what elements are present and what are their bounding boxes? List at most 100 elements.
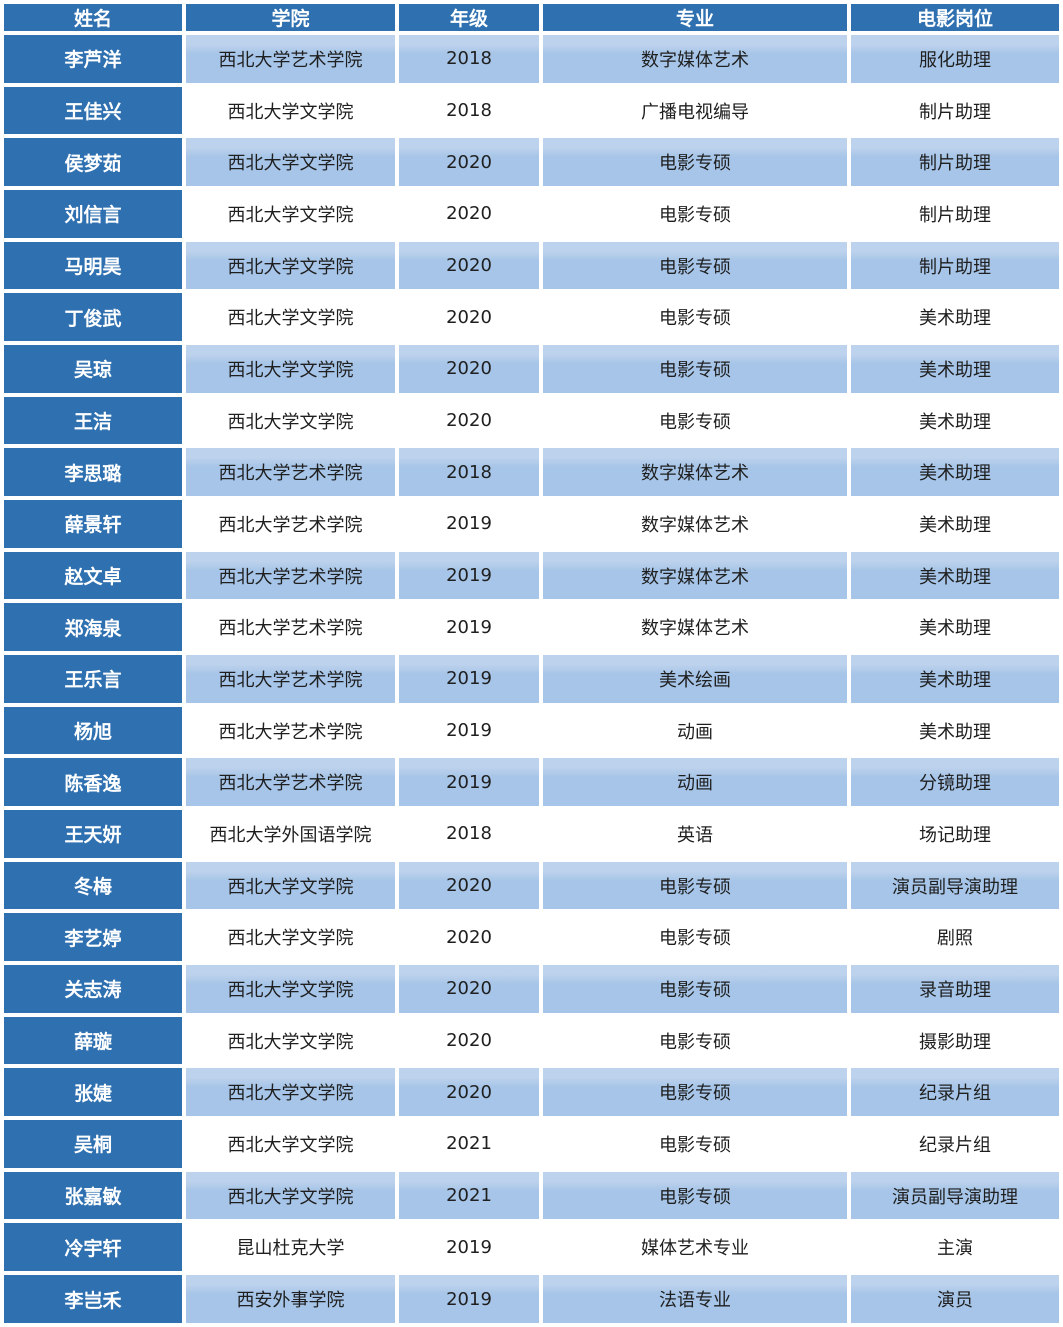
student-name-cell: 刘信言 — [4, 190, 182, 238]
film-position-cell: 纪录片组 — [851, 1120, 1059, 1168]
college-cell: 西北大学艺术学院 — [186, 758, 395, 807]
film-position-cell: 场记助理 — [851, 810, 1059, 858]
grade-cell: 2018 — [399, 35, 539, 83]
table-row: 冷宇轩 昆山杜克大学 2019 媒体艺术专业 主演 — [4, 1223, 1059, 1272]
table-row: 丁俊武 西北大学文学院 2020 电影专硕 美术助理 — [4, 293, 1059, 342]
grade-cell: 2020 — [399, 965, 539, 1013]
students-table-body: 李芦洋 西北大学艺术学院 2018 数字媒体艺术 服化助理 王佳兴 西北大学文学院 2018 广… — [4, 35, 1059, 1323]
major-cell: 电影专硕 — [543, 345, 847, 393]
grade-cell: 2020 — [399, 345, 539, 393]
table-row: 王佳兴 西北大学文学院 2018 广播电视编导 制片助理 — [4, 86, 1059, 135]
film-position-cell: 服化助理 — [851, 35, 1059, 83]
grade-cell: 2020 — [399, 138, 539, 187]
college-cell: 西北大学文学院 — [186, 1016, 395, 1065]
grade-cell: 2020 — [399, 913, 539, 962]
major-cell: 数字媒体艺术 — [543, 448, 847, 497]
grade-cell: 2020 — [399, 861, 539, 910]
college-cell: 昆山杜克大学 — [186, 1223, 395, 1272]
student-name-cell: 冷宇轩 — [4, 1223, 182, 1272]
college-cell: 西北大学文学院 — [186, 345, 395, 393]
film-position-cell: 纪录片组 — [851, 1068, 1059, 1117]
film-position-cell: 录音助理 — [851, 965, 1059, 1013]
grade-cell: 2020 — [399, 293, 539, 342]
col-header-major: 专业 — [543, 4, 847, 31]
college-cell: 西北大学艺术学院 — [186, 603, 395, 652]
table-row: 冬梅 西北大学文学院 2020 电影专硕 演员副导演助理 — [4, 861, 1059, 910]
major-cell: 电影专硕 — [543, 190, 847, 238]
table-row: 李思璐 西北大学艺术学院 2018 数字媒体艺术 美术助理 — [4, 448, 1059, 497]
major-cell: 媒体艺术专业 — [543, 1223, 847, 1272]
major-cell: 电影专硕 — [543, 965, 847, 1013]
college-cell: 西北大学文学院 — [186, 913, 395, 962]
table-row: 关志涛 西北大学文学院 2020 电影专硕 录音助理 — [4, 965, 1059, 1013]
table-row: 薛璇 西北大学文学院 2020 电影专硕 摄影助理 — [4, 1016, 1059, 1065]
film-position-cell: 美术助理 — [851, 655, 1059, 703]
table-row: 王天妍 西北大学外国语学院 2018 英语 场记助理 — [4, 810, 1059, 858]
film-position-cell: 制片助理 — [851, 241, 1059, 290]
grade-cell: 2021 — [399, 1120, 539, 1168]
major-cell: 动画 — [543, 706, 847, 755]
grade-cell: 2020 — [399, 1016, 539, 1065]
grade-cell: 2019 — [399, 1223, 539, 1272]
film-position-cell: 摄影助理 — [851, 1016, 1059, 1065]
table-row: 张嘉敏 西北大学文学院 2021 电影专硕 演员副导演助理 — [4, 1171, 1059, 1220]
major-cell: 电影专硕 — [543, 1016, 847, 1065]
major-cell: 电影专硕 — [543, 1068, 847, 1117]
college-cell: 西北大学文学院 — [186, 138, 395, 187]
major-cell: 电影专硕 — [543, 396, 847, 445]
student-name-cell: 郑海泉 — [4, 603, 182, 652]
major-cell: 英语 — [543, 810, 847, 858]
student-name-cell: 薛景轩 — [4, 500, 182, 548]
student-name-cell: 杨旭 — [4, 706, 182, 755]
film-position-cell: 美术助理 — [851, 500, 1059, 548]
table-row: 张婕 西北大学文学院 2020 电影专硕 纪录片组 — [4, 1068, 1059, 1117]
grade-cell: 2019 — [399, 758, 539, 807]
film-position-cell: 制片助理 — [851, 190, 1059, 238]
student-name-cell: 王乐言 — [4, 655, 182, 703]
grade-cell: 2019 — [399, 500, 539, 548]
film-position-cell: 美术助理 — [851, 293, 1059, 342]
college-cell: 西北大学文学院 — [186, 861, 395, 910]
student-name-cell: 李芦洋 — [4, 35, 182, 83]
college-cell: 西北大学艺术学院 — [186, 448, 395, 497]
table-row: 李艺婷 西北大学文学院 2020 电影专硕 剧照 — [4, 913, 1059, 962]
college-cell: 西北大学艺术学院 — [186, 500, 395, 548]
col-header-position: 电影岗位 — [851, 4, 1059, 31]
grade-cell: 2018 — [399, 86, 539, 135]
major-cell: 电影专硕 — [543, 913, 847, 962]
film-position-cell: 美术助理 — [851, 603, 1059, 652]
major-cell: 电影专硕 — [543, 293, 847, 342]
college-cell: 西北大学文学院 — [186, 293, 395, 342]
college-cell: 西北大学艺术学院 — [186, 551, 395, 600]
table-row: 侯梦茹 西北大学文学院 2020 电影专硕 制片助理 — [4, 138, 1059, 187]
header-row: 姓名 学院 年级 专业 电影岗位 — [4, 4, 1059, 31]
film-position-cell: 美术助理 — [851, 706, 1059, 755]
college-cell: 西北大学艺术学院 — [186, 35, 395, 83]
major-cell: 动画 — [543, 758, 847, 807]
college-cell: 西安外事学院 — [186, 1275, 395, 1323]
major-cell: 法语专业 — [543, 1275, 847, 1323]
student-name-cell: 张嘉敏 — [4, 1171, 182, 1220]
table-row: 王洁 西北大学文学院 2020 电影专硕 美术助理 — [4, 396, 1059, 445]
major-cell: 电影专硕 — [543, 241, 847, 290]
table-row: 薛景轩 西北大学艺术学院 2019 数字媒体艺术 美术助理 — [4, 500, 1059, 548]
table-row: 赵文卓 西北大学艺术学院 2019 数字媒体艺术 美术助理 — [4, 551, 1059, 600]
college-cell: 西北大学文学院 — [186, 241, 395, 290]
student-name-cell: 吴桐 — [4, 1120, 182, 1168]
film-position-cell: 演员副导演助理 — [851, 1171, 1059, 1220]
grade-cell: 2019 — [399, 1275, 539, 1323]
major-cell: 数字媒体艺术 — [543, 500, 847, 548]
table-row: 刘信言 西北大学文学院 2020 电影专硕 制片助理 — [4, 190, 1059, 238]
grade-cell: 2018 — [399, 810, 539, 858]
major-cell: 数字媒体艺术 — [543, 603, 847, 652]
col-header-name: 姓名 — [4, 4, 182, 31]
film-position-cell: 演员副导演助理 — [851, 861, 1059, 910]
student-name-cell: 冬梅 — [4, 861, 182, 910]
table-row: 马明昊 西北大学文学院 2020 电影专硕 制片助理 — [4, 241, 1059, 290]
student-name-cell: 赵文卓 — [4, 551, 182, 600]
student-name-cell: 王天妍 — [4, 810, 182, 858]
student-name-cell: 吴琼 — [4, 345, 182, 393]
col-header-grade: 年级 — [399, 4, 539, 31]
col-header-college: 学院 — [186, 4, 395, 31]
